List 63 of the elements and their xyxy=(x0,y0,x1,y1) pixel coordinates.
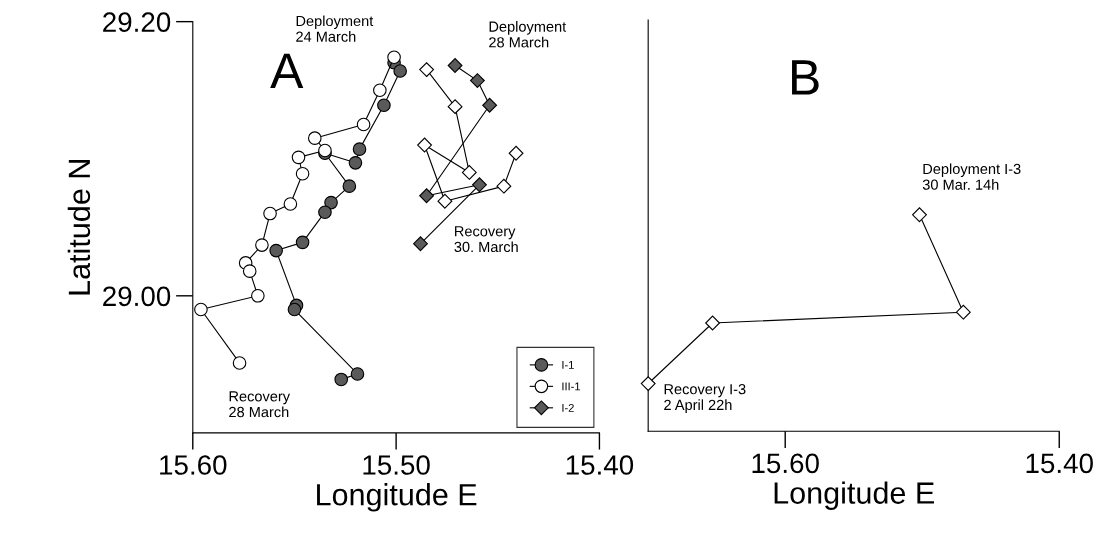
point xyxy=(447,58,463,73)
point xyxy=(287,302,302,317)
point xyxy=(295,235,310,250)
point xyxy=(242,264,257,278)
point xyxy=(496,178,512,194)
annotation: Recovery I-3 2 April 22h xyxy=(664,384,746,413)
annotation: Deployment I-3 30 Mar. 14h xyxy=(922,163,1021,190)
point xyxy=(350,367,365,381)
x-axis-title: Longitude E xyxy=(317,483,477,512)
point xyxy=(318,205,332,219)
point xyxy=(419,188,435,204)
point xyxy=(417,137,433,153)
y-tick-label: 29.00 xyxy=(103,286,171,307)
point xyxy=(419,62,435,78)
x-tick-label: 15.40 xyxy=(566,455,634,475)
legend-label: III-1 xyxy=(562,382,580,391)
x-tick-label: 15.60 xyxy=(160,455,227,475)
point xyxy=(251,289,265,303)
point xyxy=(263,206,277,221)
point xyxy=(912,207,927,223)
point xyxy=(194,302,208,317)
point xyxy=(255,238,269,252)
point xyxy=(352,142,367,156)
annotation: Recovery 28 March xyxy=(229,391,291,418)
point xyxy=(334,372,349,387)
point xyxy=(955,304,971,320)
point xyxy=(373,83,387,97)
point xyxy=(508,145,524,161)
x-tick-label: 15.40 xyxy=(1026,453,1093,474)
annotation: Recovery 30. March xyxy=(454,226,518,253)
point xyxy=(705,315,721,331)
annotation: Deployment 24 March xyxy=(296,15,374,42)
point xyxy=(472,177,487,193)
point xyxy=(377,98,391,113)
point xyxy=(324,195,338,210)
point xyxy=(413,236,428,252)
point xyxy=(283,197,298,211)
point xyxy=(232,356,247,370)
point xyxy=(393,64,407,78)
point xyxy=(640,376,656,392)
point xyxy=(461,165,477,180)
point xyxy=(482,97,498,113)
point xyxy=(307,131,322,145)
annotation: A xyxy=(270,53,304,89)
x-tick-label: 15.50 xyxy=(363,455,430,475)
x-tick-label: 15.60 xyxy=(752,453,819,474)
legend-label: I-2 xyxy=(562,403,574,412)
point xyxy=(387,50,401,65)
point xyxy=(348,156,363,170)
legend-label: I-1 xyxy=(562,361,574,369)
x-axis-title: Longitude E xyxy=(774,481,934,510)
y-tick-label: 29.20 xyxy=(103,12,171,32)
point xyxy=(447,99,463,115)
point xyxy=(356,117,371,132)
point xyxy=(295,167,310,181)
text: B xyxy=(792,60,819,95)
point xyxy=(437,193,453,209)
point xyxy=(470,73,485,89)
point xyxy=(342,179,357,193)
point xyxy=(269,243,283,258)
point xyxy=(291,150,306,165)
y-axis-title: Latitude N xyxy=(67,160,91,295)
annotation: Deployment 28 March xyxy=(489,21,567,48)
